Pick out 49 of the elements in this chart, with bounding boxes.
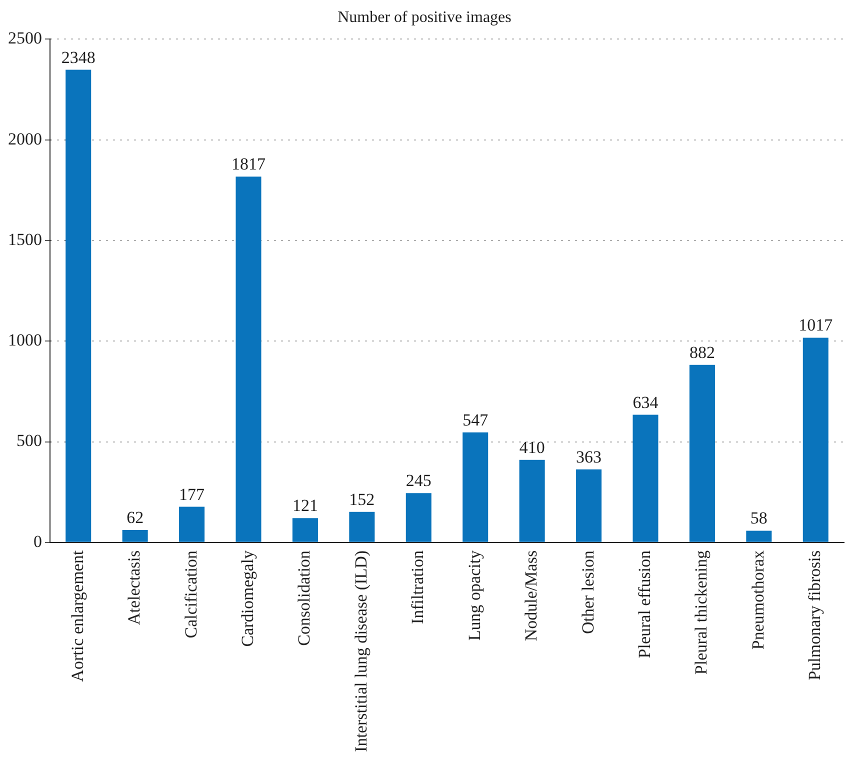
data-label: 1817 [232,154,266,174]
bar [632,414,658,542]
bar [576,469,602,542]
x-tick-label: Nodule/Mass [522,550,541,642]
x-tick-label: Infiltration [408,550,428,624]
bar [406,493,432,542]
bar [122,530,148,542]
bar [66,70,92,542]
x-tick-label: Lung opacity [464,550,484,641]
data-label: 2348 [61,48,96,67]
x-tick-label: Interstitial lung disease (ILD) [351,550,370,752]
data-label: 121 [292,496,318,516]
data-label: 363 [576,447,602,466]
y-tick-label: 0 [34,532,42,551]
bar [746,530,772,542]
data-label: 177 [179,484,206,504]
x-tick-label: Pleural effusion [634,550,654,658]
data-label: 62 [126,508,144,527]
y-tick-label: 500 [16,431,42,450]
data-label: 245 [406,471,432,490]
bar [689,364,715,542]
y-tick-label: 1500 [8,230,42,249]
x-tick-label: Other lesion [578,550,598,634]
y-tick-label: 2500 [8,28,42,48]
bar [236,176,262,542]
bar [462,432,488,542]
bar [802,338,828,542]
data-label: 634 [632,392,659,412]
y-tick-label: 1000 [8,330,42,350]
chart-title: Number of positive images [338,8,512,26]
bar [292,518,318,542]
x-tick-label: Pneumothorax [748,550,768,650]
x-tick-label: Consolidation [294,550,314,646]
x-tick-label: Calcification [181,550,200,638]
data-label: 882 [689,342,715,362]
bar [179,506,205,542]
x-tick-label: Pulmonary fibrosis [805,550,824,680]
bar [349,512,375,542]
x-tick-label: Aortic enlargement [68,550,87,682]
data-label: 1017 [798,316,834,335]
data-label: 547 [462,410,489,430]
data-label: 410 [519,438,545,457]
data-label: 152 [349,490,375,509]
bar [519,460,545,542]
x-tick-label: Cardiomegaly [238,550,257,647]
x-tick-label: Atelectasis [124,550,144,626]
y-tick-label: 2000 [8,129,42,148]
x-tick-label: Pleural thickening [692,550,711,675]
data-label: 58 [750,508,768,528]
